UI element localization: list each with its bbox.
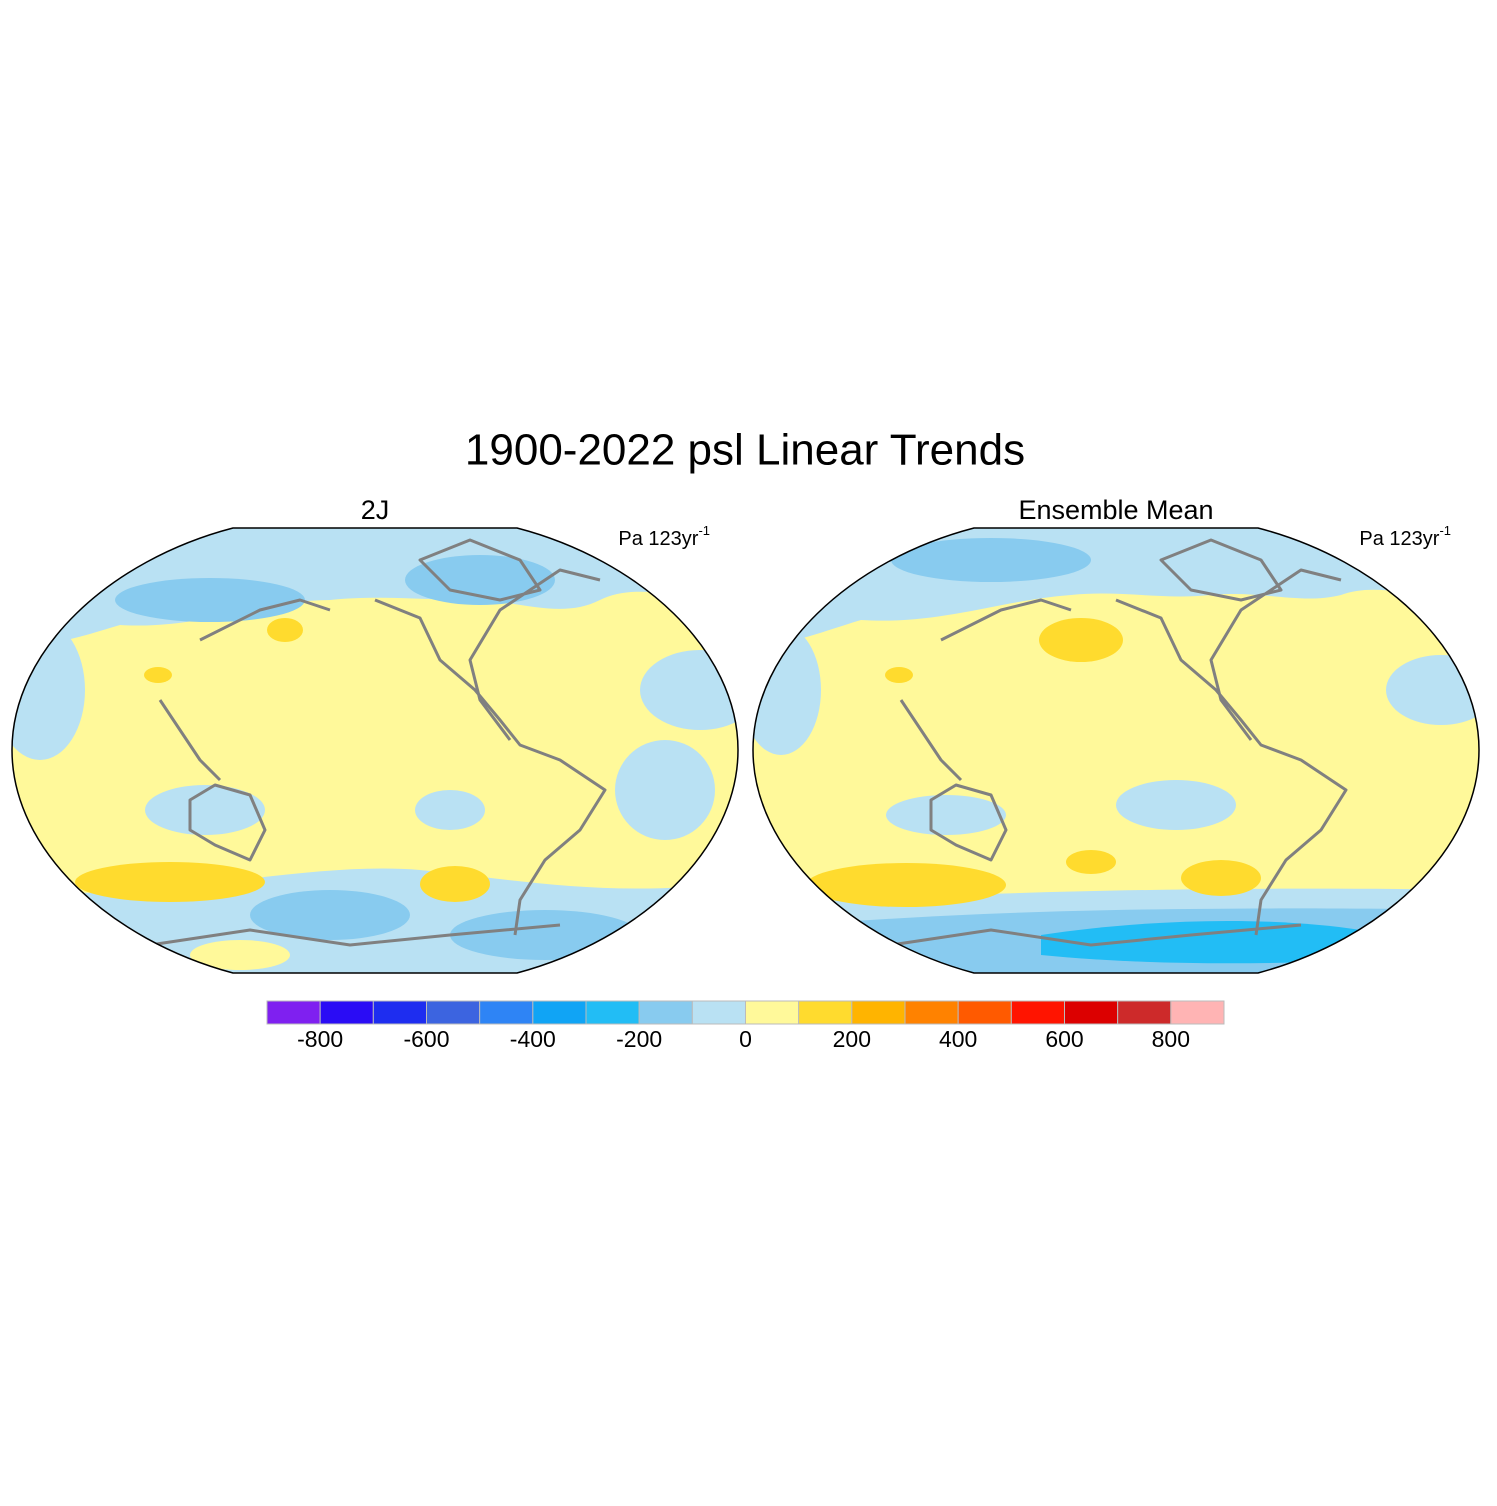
colorbar-box [798, 1000, 853, 1025]
colorbar-label: 800 [1152, 1026, 1190, 1052]
panel-title: Ensemble Mean [1018, 495, 1213, 525]
map-fill [753, 528, 1479, 973]
colorbar-box [479, 1000, 534, 1025]
colorbar-box [851, 1000, 906, 1025]
colorbar-box [904, 1000, 959, 1025]
colorbar-box [1117, 1000, 1172, 1025]
units-label: Pa 123yr-1 [1359, 523, 1451, 550]
figure-title: 1900-2022 psl Linear Trends [465, 426, 1025, 475]
units-superscript: -1 [698, 523, 710, 538]
colorbar-box [957, 1000, 1012, 1025]
units-text: Pa 123yr [1359, 528, 1439, 550]
colorbar-box [1170, 1000, 1225, 1025]
map-panel: Ensemble Mean Pa 123yr-1 [752, 495, 1480, 974]
colorbar-box [372, 1000, 428, 1025]
colorbar-label: 200 [833, 1026, 871, 1052]
panel-title: 2J [361, 495, 390, 525]
map-fill [12, 528, 738, 973]
colorbar-label: -800 [297, 1026, 343, 1052]
colorbar-box [532, 1000, 587, 1025]
colorbar-box [1064, 1000, 1119, 1025]
units-text: Pa 123yr [618, 528, 698, 550]
colorbar-label: 0 [739, 1026, 752, 1052]
map-panel: 2J Pa 123yr-1 [11, 495, 739, 974]
colorbar-label: -600 [403, 1026, 449, 1052]
colorbar-box [585, 1000, 640, 1025]
colorbar-label: -200 [616, 1026, 662, 1052]
colorbar-label: 400 [939, 1026, 977, 1052]
colorbar-box [266, 1000, 321, 1025]
colorbar-label: 600 [1045, 1026, 1083, 1052]
units-superscript: -1 [1439, 523, 1451, 538]
colorbar-box [691, 1000, 746, 1025]
colorbar-label: -400 [510, 1026, 556, 1052]
colorbar-box [1010, 1000, 1065, 1025]
colorbar-box [745, 1000, 800, 1025]
units-label: Pa 123yr-1 [618, 523, 710, 550]
colorbar-box [638, 1000, 693, 1025]
colorbar-box [426, 1000, 481, 1025]
colorbar: -800 -600 -400 -200 0 200 400 600 800 [266, 1000, 1225, 1052]
colorbar-box [319, 1000, 374, 1025]
